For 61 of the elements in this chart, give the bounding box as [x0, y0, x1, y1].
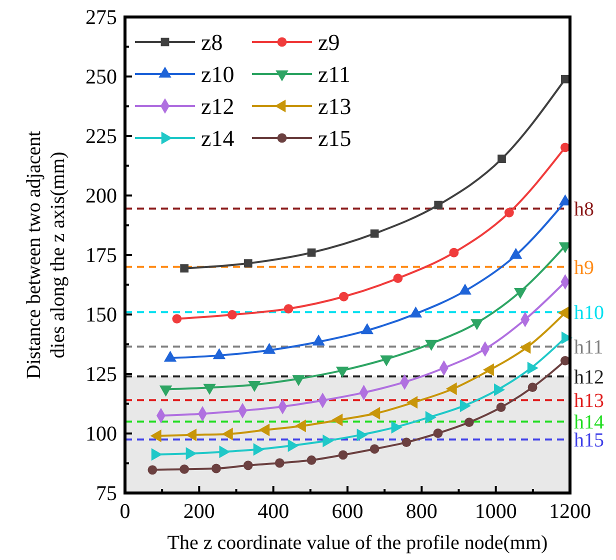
point	[498, 154, 506, 164]
legend-label: z11	[318, 62, 350, 87]
ref-line-label: h10	[574, 302, 604, 324]
point	[306, 455, 316, 465]
point	[393, 274, 403, 284]
legend-label: z13	[318, 94, 352, 119]
x-tick-label: 600	[332, 499, 364, 523]
point	[370, 229, 379, 238]
ref-line-label: h12	[574, 366, 604, 388]
point	[560, 74, 570, 84]
point	[338, 450, 348, 460]
legend-label: z15	[318, 126, 352, 151]
y-tick-label: 225	[86, 124, 117, 148]
ref-line-label: h11	[574, 336, 604, 359]
legend-label: z10	[201, 62, 234, 87]
point	[180, 264, 189, 273]
ref-line-label: h13	[574, 390, 604, 412]
point	[180, 464, 190, 474]
point	[504, 208, 514, 218]
point	[339, 292, 349, 302]
legend-label: z12	[201, 94, 234, 119]
point	[243, 460, 253, 470]
point	[464, 418, 474, 428]
point	[307, 248, 316, 257]
point	[212, 464, 221, 474]
point	[244, 259, 252, 268]
y-tick-label: 75	[96, 481, 117, 505]
point	[496, 402, 506, 412]
x-tick-label: 400	[258, 499, 290, 523]
x-tick-label: 800	[406, 499, 438, 523]
ref-line-label: h9	[574, 256, 594, 279]
point	[227, 310, 237, 320]
point	[528, 382, 538, 392]
point	[172, 314, 182, 324]
y-tick-label: 200	[86, 184, 117, 208]
x-tick-label: 0	[120, 499, 130, 523]
legend-label: z9	[318, 30, 340, 55]
point	[148, 465, 158, 475]
x-tick-label: 1000	[474, 499, 517, 523]
point	[449, 248, 459, 258]
point	[402, 438, 412, 448]
point	[370, 444, 380, 454]
point	[560, 142, 570, 152]
point	[434, 200, 443, 210]
legend-label: z14	[201, 126, 235, 151]
y-tick-label: 275	[86, 5, 117, 29]
y-tick-label: 250	[86, 64, 117, 88]
y-tick-label: 175	[86, 243, 117, 267]
y-tick-label: 150	[86, 302, 117, 326]
y-tick-label: 100	[86, 422, 117, 446]
x-tick-label: 200	[183, 499, 215, 523]
y-tick-label: 125	[86, 362, 117, 386]
x-tick-label: 1200	[549, 499, 591, 523]
point	[560, 356, 570, 366]
ref-line-label: h8	[574, 198, 594, 221]
x-axis-title: The z coordinate value of the profile node(mm)	[167, 532, 548, 554]
legend-label: z8	[201, 30, 223, 55]
point	[284, 304, 294, 314]
point	[433, 428, 443, 438]
point	[274, 458, 284, 468]
y-axis-title: Distance between two adjacent dies along the z axis(mm)	[23, 130, 69, 380]
